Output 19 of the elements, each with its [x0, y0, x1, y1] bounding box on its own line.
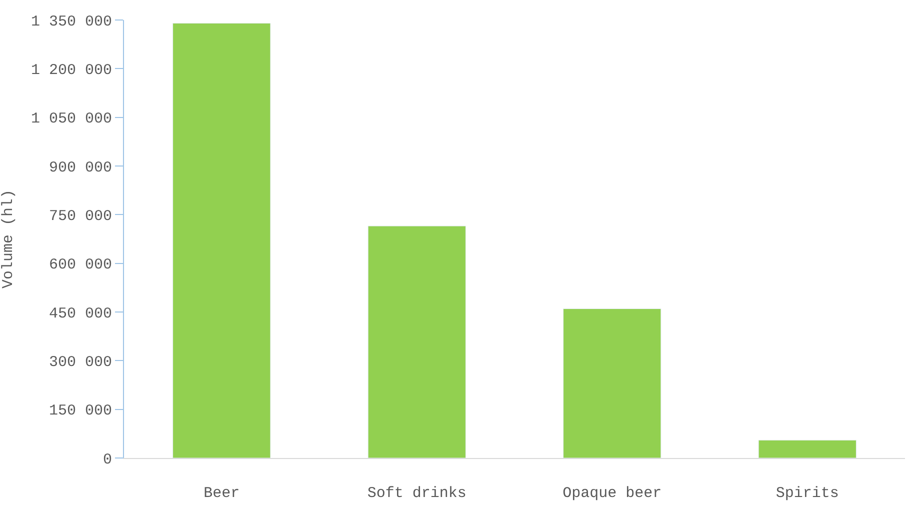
y-tick-label: 450 000: [48, 305, 112, 322]
bar: [368, 226, 466, 458]
x-tick-label: Spirits: [776, 485, 839, 502]
x-tick-label: Soft drinks: [367, 485, 466, 502]
bar: [172, 22, 271, 458]
y-tick-label: 600 000: [48, 256, 112, 274]
y-axis-title: Volume (hl): [0, 189, 17, 289]
y-tick-label: 1 350 000: [30, 13, 112, 30]
bar: [758, 440, 856, 458]
y-tick-label: 750 000: [48, 208, 112, 225]
y-tick-label: 300 000: [48, 354, 112, 371]
y-tick-label: 150 000: [48, 402, 112, 420]
bar: [563, 308, 662, 458]
y-tick-label: 1 200 000: [30, 62, 112, 79]
y-tick-label: 0: [102, 451, 112, 468]
x-tick-label: Opaque beer: [562, 485, 662, 502]
x-tick-label: Beer: [204, 485, 240, 502]
y-tick-label: 900 000: [48, 159, 112, 176]
y-tick-label: 1 050 000: [30, 110, 112, 128]
